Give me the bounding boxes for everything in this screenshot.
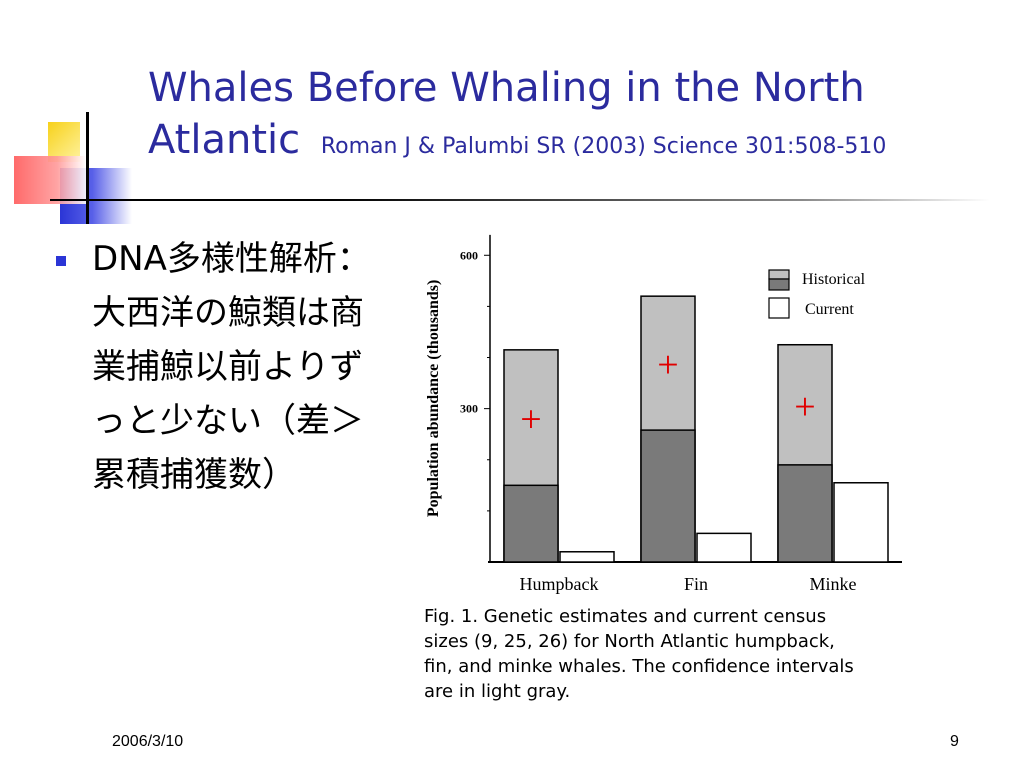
legend-swatch-historical — [768, 278, 790, 291]
slide-title: Whales Before Whaling in the North Atlan… — [148, 62, 988, 173]
x-tick-label: Minke — [810, 574, 857, 594]
title-citation: Roman J & Palumbi SR (2003) Science 301:… — [320, 134, 887, 159]
bar-current — [559, 551, 615, 563]
title-main: Whales Before Whaling in the North Atlan… — [148, 65, 865, 163]
title-underline — [50, 199, 990, 201]
x-tick-label: Humpback — [520, 574, 599, 594]
decor-vertical-line — [86, 112, 89, 224]
bar-historical — [640, 429, 696, 563]
page-number: 9 — [950, 733, 959, 750]
bar-current — [833, 482, 889, 563]
caption-line: fin, and minke whales. The confidence in… — [424, 656, 854, 677]
caption-line: Fig. 1. Genetic estimates and current ce… — [424, 606, 827, 627]
bar-historical — [503, 484, 559, 563]
caption-line: are in light gray. — [424, 681, 571, 702]
legend-swatch-historical-ci — [768, 269, 790, 280]
plus-marker: + — [520, 399, 541, 441]
bullet-square-icon — [56, 256, 66, 266]
y-tick-label: 600 — [460, 248, 478, 262]
plus-marker: + — [657, 344, 678, 386]
x-tick-label: Fin — [684, 574, 708, 594]
footer-date: 2006/3/10 — [112, 733, 184, 750]
figure-caption: Fig. 1. Genetic estimates and current ce… — [424, 604, 914, 704]
caption-line: sizes (9, 25, 26) for North Atlantic hum… — [424, 631, 835, 652]
y-tick-label: 300 — [460, 402, 478, 416]
bar-current — [696, 532, 752, 563]
bullet-text: DNA多様性解析：大西洋の鯨類は商業捕鯨以前よりずっと少ない（差＞累積捕獲数） — [92, 239, 371, 495]
y-axis-label: Population abundance (thousands) — [425, 280, 442, 517]
legend-label-historical: Historical — [802, 271, 866, 288]
whale-population-chart: 300 600 Population abundance (thousands) + H… — [425, 234, 902, 594]
decor-red-square — [14, 156, 86, 204]
legend-label-current: Current — [805, 301, 854, 318]
plus-marker: + — [794, 386, 815, 428]
bar-historical — [777, 464, 833, 563]
legend-swatch-current — [768, 297, 790, 319]
decor-yellow-square — [48, 122, 80, 162]
